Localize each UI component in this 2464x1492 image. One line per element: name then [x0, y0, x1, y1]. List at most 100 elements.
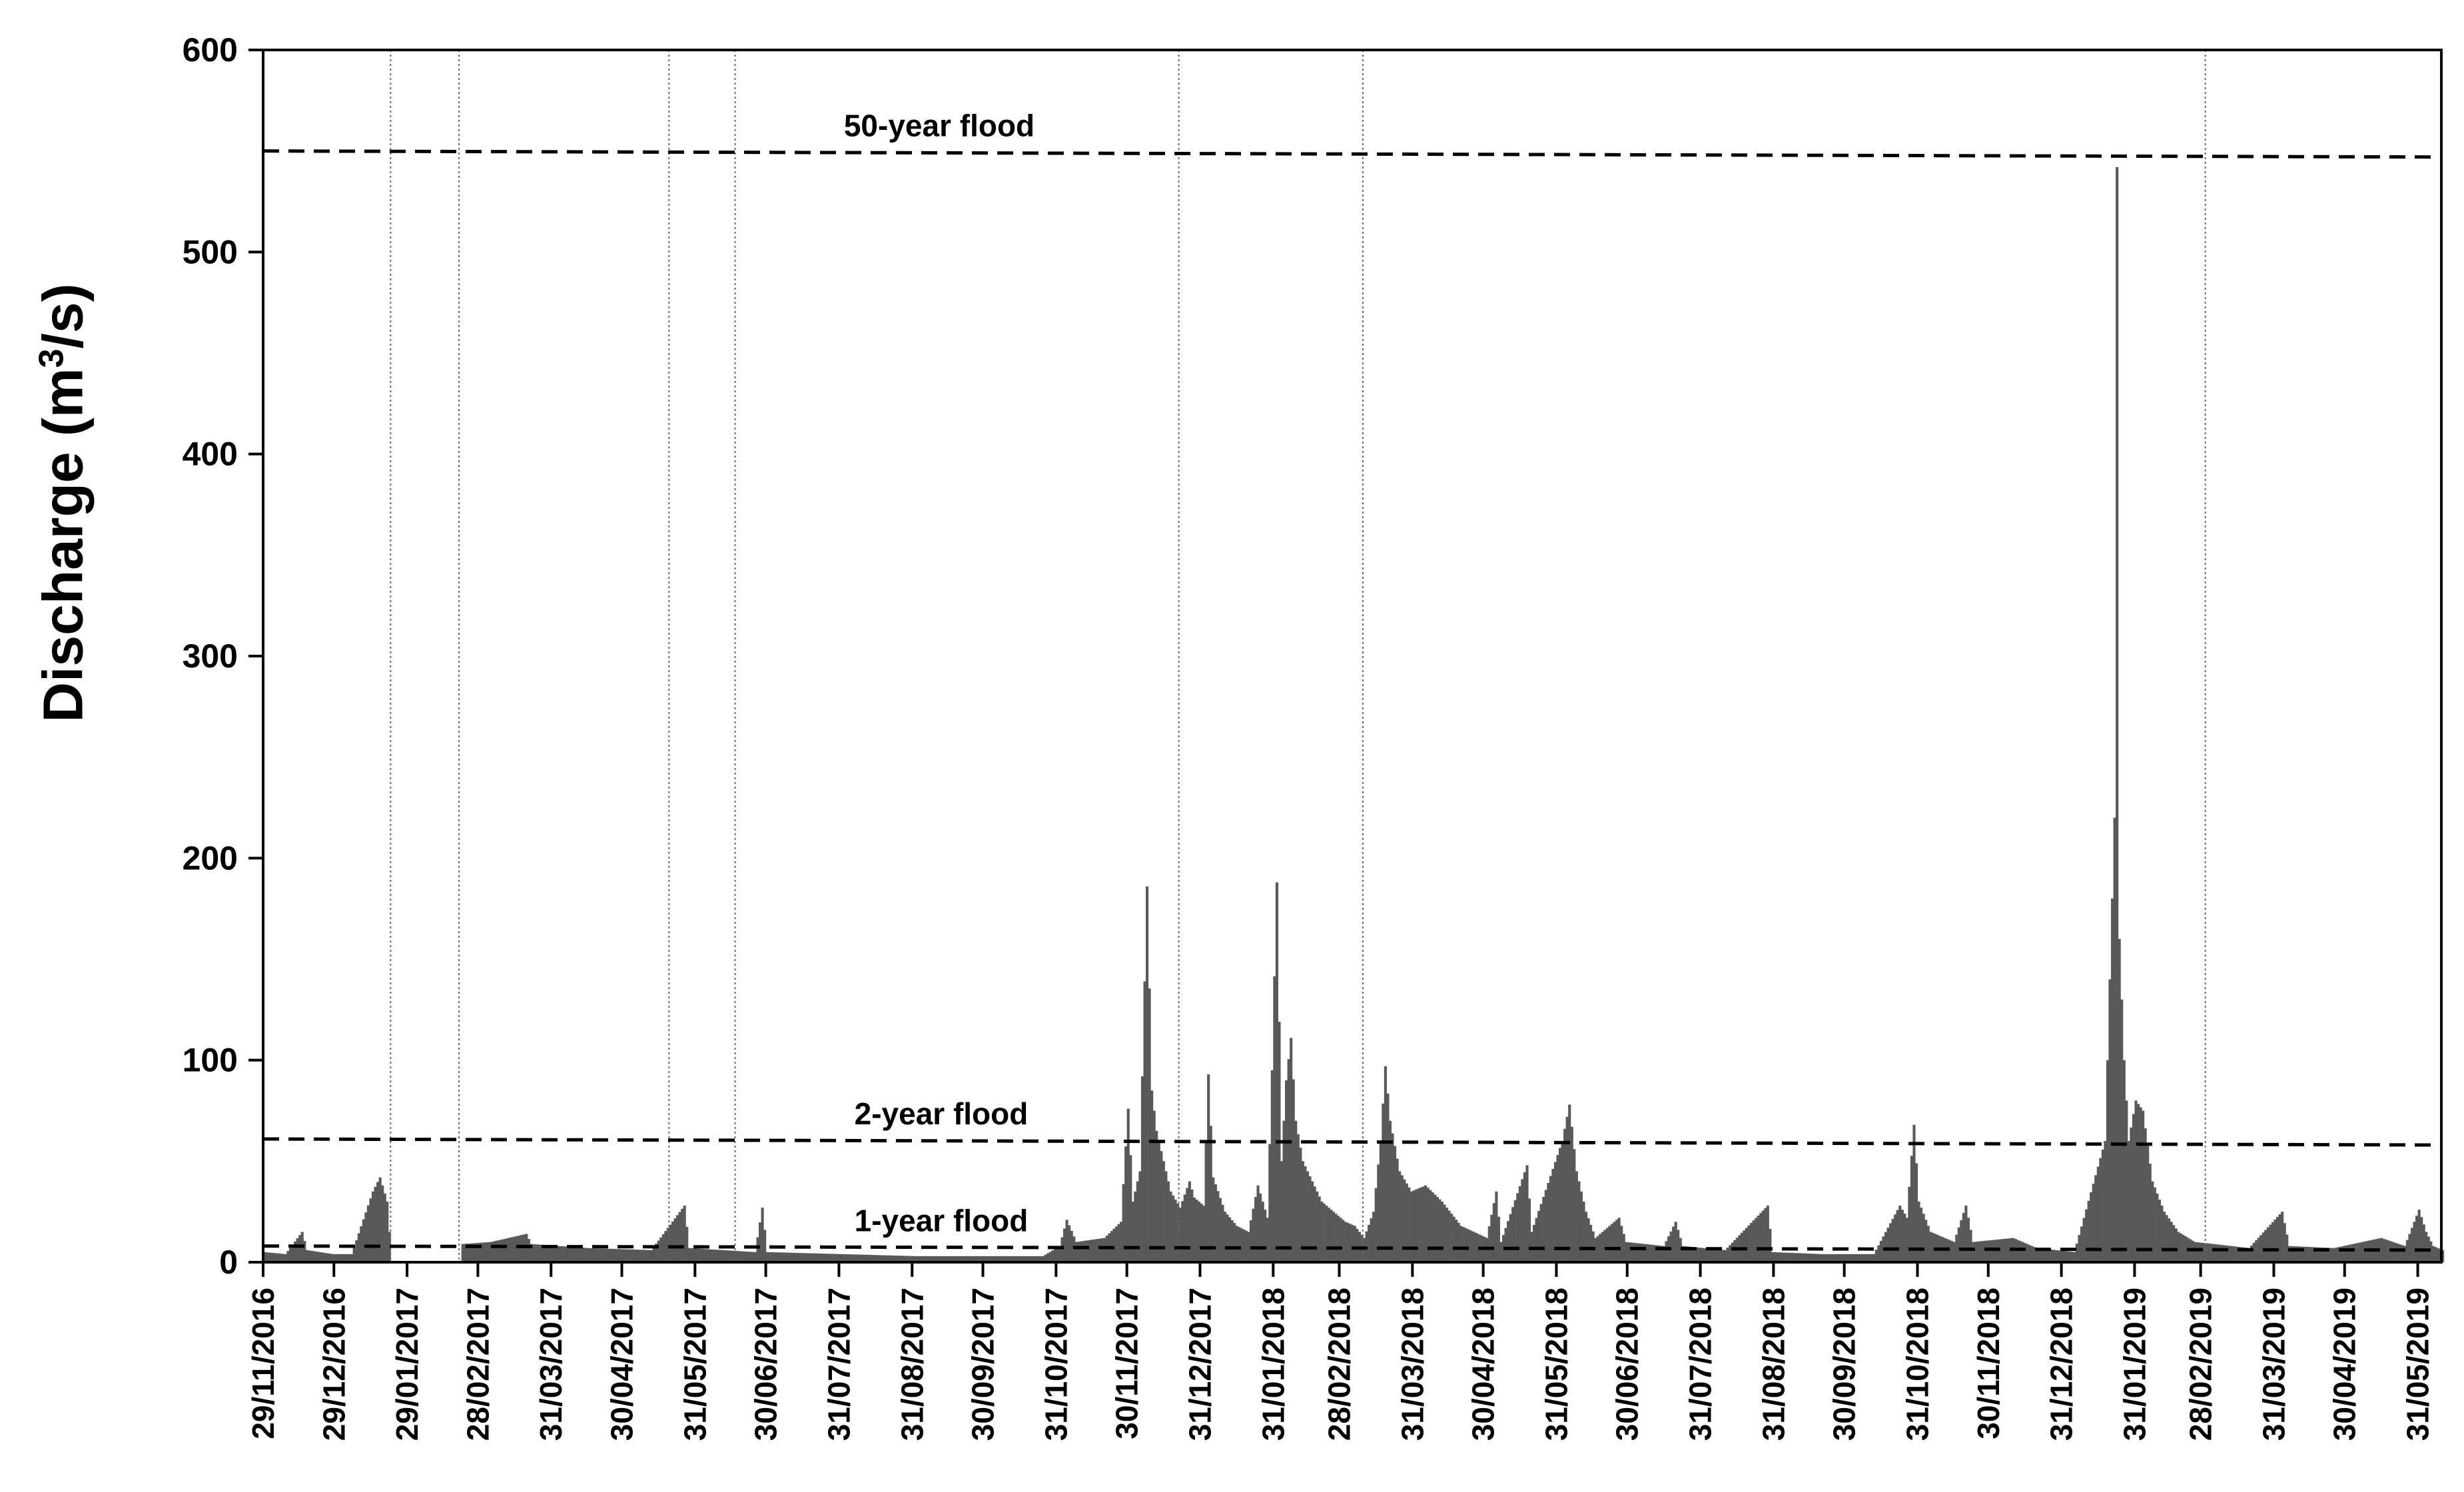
discharge-bar	[2064, 1251, 2067, 1262]
discharge-bar	[1197, 1202, 1201, 1262]
discharge-bar	[803, 1253, 807, 1262]
discharge-bar	[1382, 1103, 1385, 1262]
discharge-bar	[338, 1254, 342, 1262]
discharge-bar	[1733, 1240, 1737, 1262]
discharge-bar	[1842, 1254, 1845, 1262]
discharge-bar	[1721, 1250, 1725, 1262]
discharge-bar	[1001, 1256, 1005, 1262]
discharge-bar	[966, 1256, 969, 1262]
discharge-bar	[756, 1237, 759, 1262]
discharge-bar	[348, 1254, 351, 1262]
discharge-bar	[1662, 1246, 1666, 1262]
discharge-bar	[2139, 1107, 2142, 1262]
discharge-bar	[2151, 1181, 2154, 1262]
discharge-bar	[1051, 1250, 1054, 1262]
discharge-bar	[2035, 1248, 2038, 1262]
discharge-bar	[2431, 1246, 2435, 1262]
discharge-bar	[1757, 1215, 1760, 1262]
discharge-bar	[1431, 1192, 1434, 1262]
discharge-bar	[343, 1254, 346, 1262]
discharge-bar	[546, 1245, 550, 1262]
discharge-bar	[1270, 1070, 1274, 1262]
discharge-bar	[556, 1246, 559, 1262]
discharge-bar	[692, 1248, 695, 1262]
discharge-bar	[1379, 1141, 1382, 1262]
discharge-bar	[1858, 1254, 1862, 1262]
discharge-bar	[2278, 1214, 2281, 1262]
discharge-bar	[657, 1240, 660, 1262]
discharge-bar	[1695, 1247, 1699, 1262]
discharge-bar	[364, 1212, 368, 1262]
discharge-bar	[1285, 1080, 1288, 1262]
discharge-bar	[1622, 1234, 1625, 1262]
discharge-bar	[1070, 1230, 1073, 1262]
discharge-bar	[2301, 1246, 2305, 1262]
discharge-bar	[1157, 1141, 1160, 1262]
discharge-bar	[539, 1244, 542, 1262]
discharge-bar	[834, 1254, 837, 1262]
discharge-bar	[810, 1253, 814, 1262]
discharge-bar	[2075, 1244, 2079, 1262]
discharge-bar	[2276, 1216, 2279, 1262]
discharge-bar	[1615, 1220, 1619, 1262]
discharge-bar	[2311, 1247, 2315, 1262]
discharge-bar	[1009, 1256, 1012, 1262]
discharge-bar	[294, 1241, 297, 1262]
discharge-bar	[2177, 1232, 2180, 1262]
discharge-bar	[1731, 1242, 1734, 1262]
discharge-bar	[1313, 1186, 1316, 1262]
discharge-bar	[570, 1247, 573, 1262]
discharge-bar	[2021, 1242, 2024, 1262]
discharge-bar	[1657, 1245, 1661, 1262]
discharge-bar	[1764, 1208, 1767, 1262]
discharge-bar	[1549, 1176, 1552, 1262]
y-axis-title-superscript: 3	[32, 348, 71, 368]
discharge-bar	[805, 1253, 809, 1262]
discharge-bar	[544, 1245, 547, 1262]
discharge-bar	[542, 1244, 545, 1262]
discharge-bar	[2396, 1244, 2399, 1262]
discharge-bar	[478, 1242, 481, 1262]
discharge-bar	[1631, 1242, 1635, 1262]
discharge-bar	[2349, 1244, 2352, 1262]
discharge-bar	[565, 1246, 568, 1262]
discharge-bar	[1264, 1210, 1267, 1262]
discharge-bar	[2217, 1244, 2220, 1262]
discharge-bar	[2236, 1246, 2239, 1262]
discharge-bar	[661, 1234, 665, 1262]
discharge-bar	[386, 1202, 389, 1262]
discharge-bar	[579, 1248, 582, 1262]
discharge-bar	[2401, 1245, 2404, 1262]
discharge-bar	[2066, 1251, 2069, 1262]
discharge-bar	[2033, 1247, 2036, 1262]
discharge-bar	[683, 1206, 686, 1262]
discharge-bar	[562, 1246, 566, 1262]
discharge-bar	[1879, 1241, 1882, 1262]
discharge-bar	[1620, 1226, 1623, 1262]
discharge-bar	[1016, 1256, 1019, 1262]
discharge-bar	[1200, 1204, 1203, 1262]
discharge-bar	[1429, 1190, 1432, 1262]
discharge-bar	[331, 1254, 334, 1262]
discharge-bar	[669, 1224, 672, 1262]
discharge-bar	[1804, 1253, 1807, 1262]
discharge-bar	[2257, 1238, 2260, 1262]
y-axis: 0 100 200 300 400 500 600	[183, 31, 263, 1281]
discharge-bar	[1745, 1228, 1749, 1262]
x-tick-label: 30/11/2018	[1971, 1288, 2006, 1439]
discharge-bar	[1856, 1254, 1859, 1262]
discharge-bar	[2122, 1060, 2126, 1262]
discharge-bar	[2387, 1240, 2390, 1262]
discharge-bar	[2325, 1248, 2329, 1262]
discharge-bar	[2111, 899, 2114, 1262]
discharge-bar	[1077, 1242, 1080, 1262]
discharge-bar	[2261, 1232, 2265, 1262]
discharge-bar	[1370, 1218, 1373, 1262]
discharge-bar	[2026, 1244, 2029, 1262]
discharge-bar	[2144, 1128, 2147, 1262]
discharge-bar	[1238, 1227, 1241, 1262]
discharge-bar	[1816, 1254, 1819, 1262]
discharge-bar	[879, 1255, 882, 1262]
discharge-bar	[1908, 1186, 1911, 1262]
discharge-bar	[1490, 1214, 1493, 1262]
